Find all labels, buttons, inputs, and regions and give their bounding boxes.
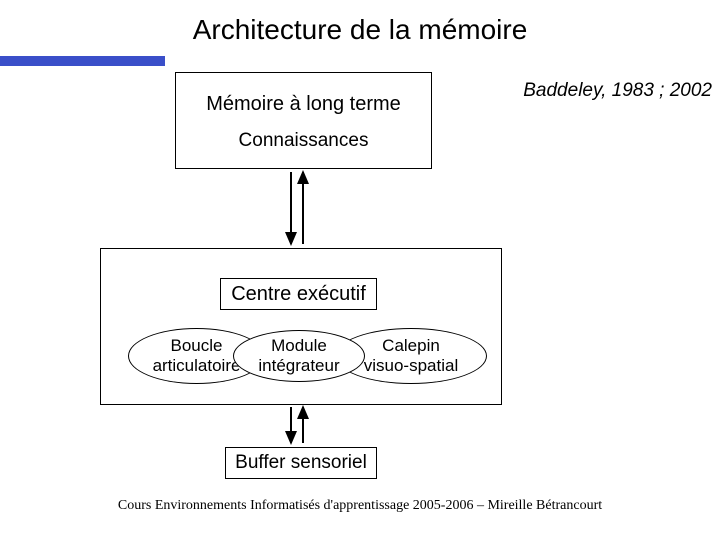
bubble-mid-l2: intégrateur bbox=[258, 356, 339, 376]
box-long-term-memory: Mémoire à long terme Connaissances bbox=[175, 72, 432, 169]
bubble-mid-l1: Module bbox=[271, 336, 327, 356]
bubble-right-l1: Calepin bbox=[382, 336, 440, 356]
ltm-line2: Connaissances bbox=[239, 116, 369, 152]
bubble-left-l1: Boucle bbox=[171, 336, 223, 356]
bubble-right-l2: visuo-spatial bbox=[364, 356, 459, 376]
title-underline bbox=[0, 56, 165, 66]
box-sensory-buffer: Buffer sensoriel bbox=[225, 447, 377, 479]
citation: Baddeley, 1983 ; 2002 bbox=[523, 80, 712, 102]
footer-text: Cours Environnements Informatisés d'appr… bbox=[0, 498, 720, 514]
box-central-executive: Centre exécutif bbox=[220, 278, 377, 310]
ltm-line1: Mémoire à long terme bbox=[206, 89, 401, 116]
bubble-episodic-buffer: Module intégrateur bbox=[233, 330, 365, 382]
slide: { "title": "Architecture de la mémoire",… bbox=[0, 0, 720, 540]
page-title: Architecture de la mémoire bbox=[0, 14, 720, 46]
bubble-left-l2: articulatoire bbox=[153, 356, 241, 376]
